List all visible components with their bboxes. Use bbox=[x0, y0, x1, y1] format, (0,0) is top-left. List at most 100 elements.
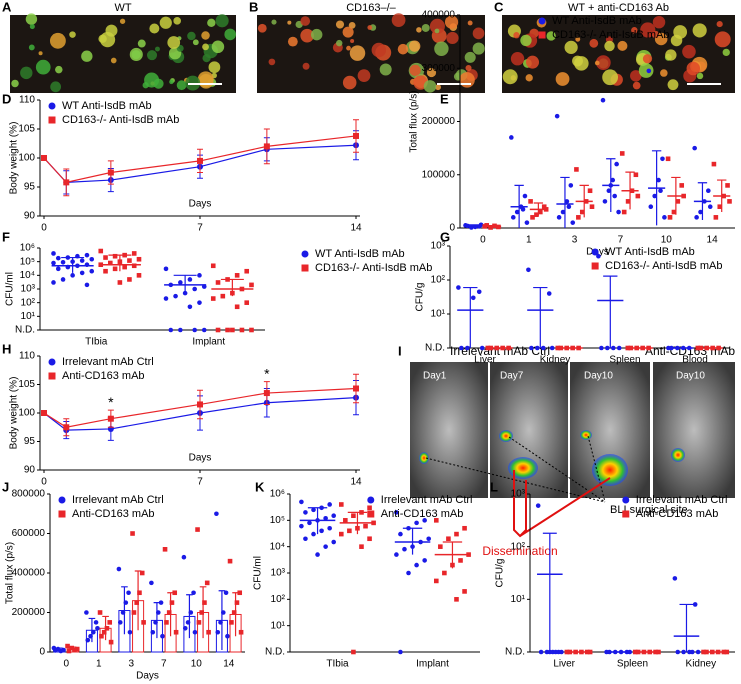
error-bar bbox=[697, 182, 708, 221]
cell bbox=[429, 18, 445, 34]
error-bar bbox=[606, 158, 616, 213]
y-tick-label: 105 bbox=[18, 379, 35, 390]
cell bbox=[595, 55, 611, 70]
marker bbox=[191, 590, 196, 596]
legend-label: WT Anti-IsdB mAb bbox=[315, 248, 405, 260]
cell bbox=[409, 64, 421, 76]
x-tick-label: 10 bbox=[661, 235, 673, 246]
cell bbox=[29, 24, 35, 30]
marker bbox=[458, 558, 463, 563]
marker bbox=[524, 220, 530, 225]
marker bbox=[112, 253, 118, 259]
day-label: Day10 bbox=[584, 371, 613, 382]
marker bbox=[244, 300, 250, 305]
marker bbox=[446, 536, 451, 542]
marker bbox=[725, 183, 730, 188]
error-bar bbox=[88, 617, 96, 643]
x-axis-label: Days bbox=[136, 671, 159, 682]
marker bbox=[131, 263, 137, 269]
marker bbox=[402, 546, 407, 552]
marker bbox=[553, 649, 558, 655]
y-axis-label: CFU/ml bbox=[5, 272, 16, 306]
marker bbox=[587, 188, 593, 194]
day-label: Day10 bbox=[676, 371, 705, 382]
marker bbox=[522, 193, 528, 199]
error-bar bbox=[232, 592, 239, 637]
y-tick-label: 10¹ bbox=[21, 311, 36, 322]
marker bbox=[616, 345, 622, 351]
y-tick-label: 10² bbox=[271, 594, 286, 605]
panel-label: H bbox=[2, 341, 11, 356]
marker bbox=[131, 251, 137, 256]
error-bar bbox=[108, 254, 132, 272]
error-bar bbox=[402, 527, 423, 555]
error-bar bbox=[533, 286, 548, 348]
bli-signal bbox=[580, 430, 592, 440]
y-tick-label: N.D. bbox=[505, 647, 525, 658]
marker bbox=[488, 225, 493, 230]
cell bbox=[110, 57, 117, 64]
legend-label: Anti-CD163 mAb bbox=[62, 370, 145, 382]
marker bbox=[549, 345, 555, 351]
y-axis-label: Body weight (%) bbox=[9, 122, 20, 195]
panel-label: F bbox=[2, 229, 10, 244]
cell bbox=[215, 14, 229, 28]
marker bbox=[63, 179, 70, 186]
marker bbox=[339, 531, 344, 537]
cell bbox=[416, 27, 422, 33]
legend-marker bbox=[591, 248, 599, 256]
marker bbox=[646, 68, 652, 74]
marker bbox=[535, 345, 540, 351]
marker bbox=[303, 536, 308, 542]
marker bbox=[202, 600, 207, 605]
marker bbox=[166, 610, 172, 615]
marker bbox=[307, 520, 312, 526]
marker bbox=[652, 193, 657, 199]
y-tick-label: 10⁵ bbox=[270, 515, 285, 526]
cell bbox=[207, 18, 216, 28]
x-tick-label: Liver bbox=[474, 355, 496, 366]
marker bbox=[182, 626, 188, 631]
bli-signal bbox=[592, 454, 628, 486]
marker bbox=[351, 513, 356, 518]
cell bbox=[575, 36, 581, 42]
marker bbox=[303, 510, 308, 515]
marker bbox=[93, 620, 99, 625]
error-bar bbox=[153, 602, 161, 639]
cell bbox=[49, 32, 66, 49]
y-axis-label: CFU/g bbox=[415, 283, 426, 312]
marker bbox=[576, 215, 581, 220]
marker bbox=[51, 260, 56, 266]
marker bbox=[215, 327, 221, 333]
marker bbox=[353, 385, 359, 392]
legend-marker bbox=[301, 264, 309, 272]
x-tick-label: 0 bbox=[63, 659, 69, 670]
legend-label: Anti-CD163 mAb bbox=[636, 508, 719, 520]
x-tick-label: 1 bbox=[96, 659, 102, 670]
marker bbox=[660, 156, 665, 162]
y-axis-label: Total flux (p/s) bbox=[409, 90, 420, 152]
marker bbox=[323, 544, 328, 549]
cell bbox=[686, 61, 701, 76]
error-bar bbox=[61, 256, 85, 273]
marker bbox=[540, 345, 546, 351]
cell bbox=[98, 34, 107, 44]
x-tick-label: 0 bbox=[41, 477, 47, 488]
y-tick-label: N.D. bbox=[425, 343, 445, 354]
marker bbox=[484, 223, 489, 228]
marker bbox=[529, 345, 534, 351]
marker bbox=[476, 289, 482, 295]
error-bar bbox=[625, 171, 635, 210]
marker bbox=[599, 345, 604, 351]
marker bbox=[621, 209, 627, 215]
cell bbox=[300, 28, 314, 43]
marker bbox=[89, 268, 95, 274]
cell bbox=[602, 69, 619, 86]
marker bbox=[79, 258, 85, 263]
panel-label: C bbox=[494, 0, 504, 14]
legend: Irrelevant mAb Ctrl Anti-CD163 mAb bbox=[622, 494, 728, 520]
marker bbox=[98, 248, 104, 254]
marker bbox=[178, 327, 183, 333]
marker bbox=[66, 648, 72, 654]
group-label: Irrelevant mAb Ctrl bbox=[450, 344, 550, 358]
